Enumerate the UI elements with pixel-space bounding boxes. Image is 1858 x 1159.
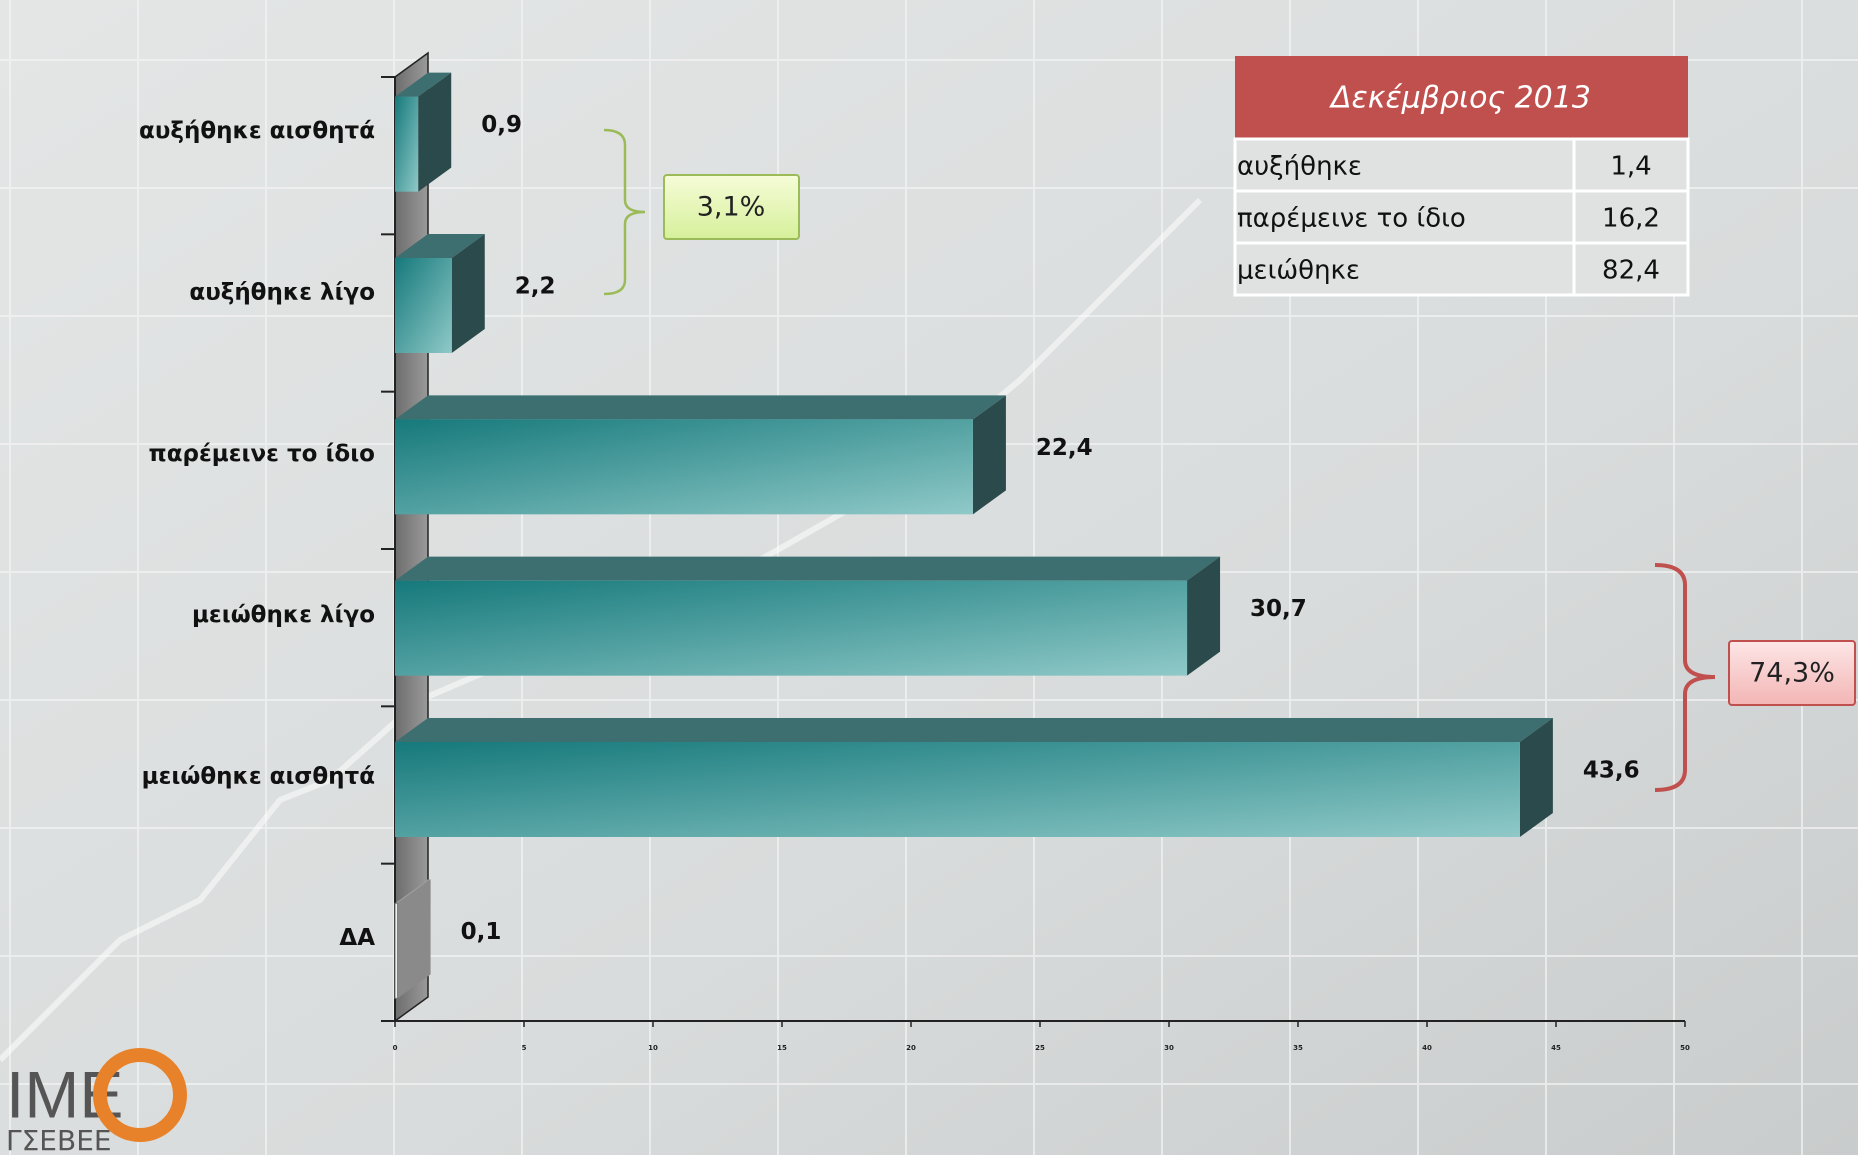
bar [395,258,452,353]
bar-side [1187,556,1221,676]
category-label: ΔΑ [339,925,375,951]
bar-side [418,72,452,192]
table-row [1233,189,1690,245]
x-tick-label: 50 [1680,1044,1690,1052]
table-cell: 82,4 [1602,256,1660,286]
logo-org: ΓΣΕΒΕΕ [6,1124,112,1155]
bracket-green [603,128,646,296]
bar [395,419,973,515]
value-label: 2,2 [515,274,556,300]
annotation-text: 74,3% [1749,658,1835,689]
value-label: 0,9 [481,112,522,138]
category-label: μειώθηκε αισθητά [142,764,375,790]
bar-side [1519,718,1553,837]
bracket-red [1654,563,1716,792]
annotation-box [663,174,800,240]
table-cell: παρέμεινε το ίδιο [1237,204,1466,234]
logo-mark [93,1048,187,1142]
table-header [1235,56,1688,139]
table-cell: αυξήθηκε [1237,152,1362,182]
x-tick-label: 0 [393,1044,398,1052]
x-tick-label: 20 [906,1044,916,1052]
bar-top [395,718,1553,742]
x-tick-label: 35 [1293,1044,1303,1052]
annotation-text: 3,1% [697,192,766,223]
bar [394,902,399,999]
table-title: Δεκέμβριος 2013 [1329,81,1591,116]
bar-side [397,879,431,999]
category-label: μειώθηκε λίγο [192,602,375,628]
x-tick-label: 10 [648,1044,658,1052]
bar-top [395,879,431,904]
category-label: παρέμεινε το ίδιο [149,441,375,467]
table-cell: 1,4 [1610,152,1651,182]
bar [395,580,1188,676]
bar-top [395,234,485,258]
value-label: 43,6 [1583,758,1640,784]
bar-top [395,395,1006,420]
x-tick-label: 45 [1551,1044,1561,1052]
category-label: αυξήθηκε αισθητά [139,118,375,144]
x-tick-label: 5 [522,1044,527,1052]
bar-top [395,72,452,97]
value-label: 0,1 [461,919,502,945]
value-label: 30,7 [1250,596,1307,622]
category-label: αυξήθηκε λίγο [189,280,375,306]
x-tick-label: 30 [1164,1044,1174,1052]
table-cell: 16,2 [1602,204,1660,234]
bar-top [395,556,1221,581]
table-cell: μειώθηκε [1237,256,1360,286]
bar [395,742,1520,837]
annotation-box [1728,640,1856,706]
table-row [1233,137,1690,193]
x-tick-label: 15 [777,1044,787,1052]
x-tick-label: 25 [1035,1044,1045,1052]
bar [395,96,419,192]
back-wall [394,51,429,1023]
bar-side [451,234,485,353]
value-label: 22,4 [1036,435,1093,461]
bar-side [972,395,1006,515]
x-tick-label: 40 [1422,1044,1432,1052]
table-row [1233,241,1690,297]
